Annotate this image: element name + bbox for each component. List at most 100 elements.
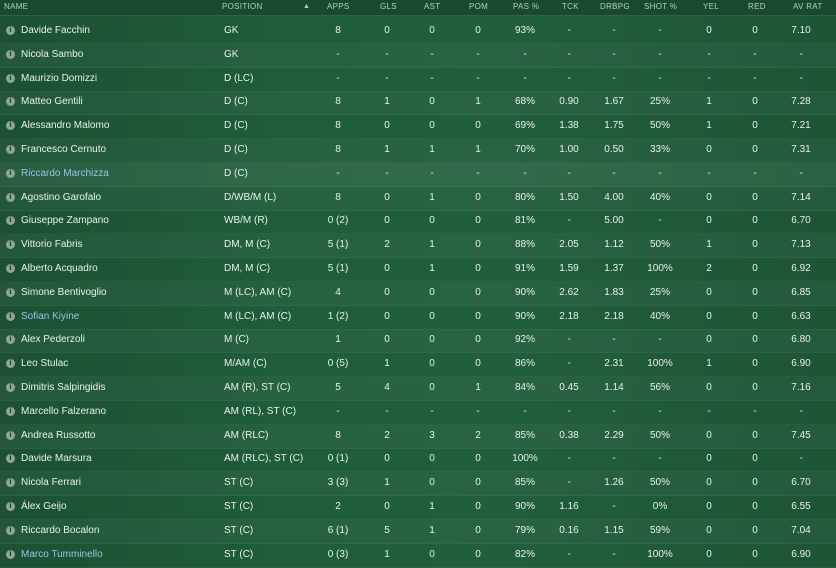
table-row[interactable]: i Álex Geijo ST (C) 2 0 1 0 90% 1.16 - 0% 0 0 6.55	[0, 496, 836, 520]
player-tck: 0.16	[559, 524, 579, 536]
table-row[interactable]: i Alex Pederzoli M (C) 1 0 0 0 92% - - - 0 0 6.80	[0, 329, 836, 354]
table-row[interactable]: i Nicola Sambo GK - - - - - - - - - - -	[0, 44, 836, 68]
player-info-icon[interactable]: i	[6, 73, 15, 83]
player-name[interactable]: Álex Geijo	[21, 501, 67, 512]
col-header-pas[interactable]: PAS %	[513, 2, 540, 11]
player-pom: 0	[475, 25, 481, 36]
player-name[interactable]: Giuseppe Zampano	[21, 215, 109, 227]
player-name[interactable]: Davide Facchin	[21, 25, 90, 36]
player-name[interactable]: Vittorio Fabris	[21, 239, 83, 251]
player-info-icon[interactable]: i	[6, 383, 15, 392]
table-row[interactable]: i Nicola Ferrari ST (C) 3 (3) 1 0 0 85% - 1.26 50%…	[0, 472, 836, 497]
table-row[interactable]: i Vittorio Fabris DM, M (C) 5 (1) 2 1 0 88% 2.05…	[0, 234, 836, 259]
player-info-icon[interactable]: i	[6, 49, 15, 59]
col-header-position[interactable]: POSITION	[222, 2, 263, 11]
table-row[interactable]: i Agostino Garofalo D/WB/M (L) 8 0 1 0 80% 1.50 4…	[0, 187, 836, 211]
col-header-yel[interactable]: YEL	[703, 2, 720, 11]
col-header-red[interactable]: RED	[748, 2, 766, 11]
player-info-icon[interactable]: i	[6, 549, 15, 559]
player-name[interactable]: Alberto Acquadro	[21, 263, 98, 274]
table-row[interactable]: i Alberto Acquadro DM, M (C) 5 (1) 0 1 0 91% 1.5…	[0, 258, 836, 282]
player-info-icon[interactable]: i	[6, 335, 15, 345]
col-header-gls[interactable]: GLS	[380, 2, 397, 11]
player-info-icon[interactable]: i	[6, 216, 15, 226]
player-info-icon[interactable]: i	[6, 26, 15, 35]
table-row[interactable]: i Marco Tumminello ST (C) 0 (3) 1 0 0 82% - - 100%…	[0, 544, 836, 568]
player-info-icon[interactable]: i	[6, 287, 15, 297]
col-header-ast[interactable]: AST	[424, 2, 441, 11]
player-shot: 50%	[649, 239, 670, 251]
table-row[interactable]: i Riccardo Marchizza D (C) - - - - - - - - - - -	[0, 162, 836, 187]
table-row[interactable]: i Marcello Falzerano AM (RL), ST (C) - - - - - -…	[0, 401, 836, 425]
player-name[interactable]: Riccardo Marchizza	[21, 167, 109, 179]
player-avrat: 7.31	[791, 144, 811, 155]
sort-ascending-icon[interactable]: ▲	[303, 3, 310, 10]
table-row[interactable]: i Alessandro Malomo D (C) 8 0 0 0 69% 1.38 1.75 50…	[0, 115, 836, 140]
player-info-icon[interactable]: i	[6, 168, 15, 178]
player-info-icon[interactable]: i	[6, 478, 15, 488]
table-row[interactable]: i Maurizio Domizzi D (LC) - - - - - - - - - - -	[0, 68, 836, 92]
player-info-icon[interactable]: i	[6, 240, 15, 250]
player-name[interactable]: Andrea Russotto	[21, 429, 96, 441]
player-pom: 0	[475, 191, 481, 203]
player-position: D (C)	[224, 144, 248, 155]
player-info-icon[interactable]: i	[6, 264, 15, 273]
player-info-icon[interactable]: i	[6, 430, 15, 440]
col-header-shot[interactable]: SHOT %	[644, 2, 678, 11]
player-apps: 5 (1)	[327, 263, 349, 274]
player-name[interactable]: Maurizio Domizzi	[21, 72, 98, 84]
player-ast: -	[430, 48, 434, 60]
player-info-icon[interactable]: i	[6, 121, 15, 131]
table-row[interactable]: i Davide Marsura AM (RLC), ST (C) 0 (1) 0 0 0 1…	[0, 448, 836, 473]
player-name[interactable]: Simone Bentivoglio	[21, 286, 107, 298]
player-info-icon[interactable]: i	[6, 502, 15, 511]
player-name[interactable]: Matteo Gentili	[21, 96, 83, 108]
player-info-icon[interactable]: i	[6, 406, 15, 416]
col-header-tck[interactable]: TCK	[562, 2, 579, 11]
player-name[interactable]: Leo Stulac	[21, 358, 69, 370]
player-position: ST (C)	[224, 524, 254, 536]
player-red: -	[753, 72, 757, 84]
player-name[interactable]: Marcello Falzerano	[21, 405, 107, 417]
player-name[interactable]: Alessandro Malomo	[21, 120, 110, 132]
col-header-name[interactable]: NAME	[4, 2, 29, 11]
col-header-pom[interactable]: POM	[469, 2, 489, 11]
player-info-icon[interactable]: i	[6, 97, 15, 107]
player-name[interactable]: Davide Marsura	[21, 453, 92, 465]
table-row[interactable]: i Francesco Cernuto D (C) 8 1 1 1 70% 1.00 0.50 33…	[0, 139, 836, 163]
player-red: 0	[752, 191, 758, 203]
col-header-drbpg[interactable]: DRBPG	[600, 2, 630, 11]
player-name[interactable]: Marco Tumminello	[21, 548, 103, 560]
table-row[interactable]: i Andrea Russotto AM (RLC) 8 2 3 2 85% 0.38 2.29 5…	[0, 425, 836, 449]
player-info-icon[interactable]: i	[6, 192, 15, 202]
player-apps: 8	[335, 25, 341, 36]
player-red: 0	[752, 144, 758, 155]
player-name[interactable]: Francesco Cernuto	[21, 144, 107, 155]
player-name[interactable]: Alex Pederzoli	[21, 334, 85, 346]
player-pas: 69%	[514, 120, 535, 132]
table-row[interactable]: i Giuseppe Zampano WB/M (R) 0 (2) 0 0 0 81% - 5.0…	[0, 210, 836, 235]
player-info-icon[interactable]: i	[6, 525, 15, 535]
player-name[interactable]: Sofian Kiyine	[21, 310, 80, 322]
player-name[interactable]: Nicola Ferrari	[21, 477, 82, 489]
player-name[interactable]: Nicola Sambo	[21, 48, 84, 60]
table-row[interactable]: i Sofian Kiyine M (LC), AM (C) 1 (2) 0 0 0 90% 2…	[0, 306, 836, 330]
table-row[interactable]: i Matteo Gentili D (C) 8 1 0 1 68% 0.90 1.67 25% 1 0…	[0, 91, 836, 116]
player-apps: 5 (1)	[327, 239, 349, 251]
player-info-icon[interactable]: i	[6, 454, 15, 464]
player-info-icon[interactable]: i	[6, 359, 15, 369]
player-name[interactable]: Agostino Garofalo	[21, 191, 102, 203]
player-red: 0	[752, 263, 758, 274]
table-row[interactable]: i Riccardo Bocalon ST (C) 6 (1) 5 1 0 79% 0.16 1.…	[0, 520, 836, 544]
table-row[interactable]: i Dimitris Salpingidis AM (R), ST (C) 5 4 0 1 8…	[0, 377, 836, 401]
player-pas: -	[523, 405, 527, 417]
table-row[interactable]: i Leo Stulac M/AM (C) 0 (5) 1 0 0 86% - 2.31 100% 1…	[0, 353, 836, 378]
col-header-avrat[interactable]: AV RAT	[793, 2, 823, 11]
player-name[interactable]: Dimitris Salpingidis	[21, 382, 106, 393]
table-row[interactable]: i Simone Bentivoglio M (LC), AM (C) 4 0 0 0 90%…	[0, 282, 836, 306]
table-row[interactable]: i Davide Facchin GK 8 0 0 0 93% - - - 0 0 7.10	[0, 20, 836, 44]
player-name[interactable]: Riccardo Bocalon	[21, 524, 100, 536]
player-info-icon[interactable]: i	[6, 311, 15, 321]
col-header-apps[interactable]: APPS	[327, 2, 350, 11]
player-info-icon[interactable]: i	[6, 145, 15, 154]
